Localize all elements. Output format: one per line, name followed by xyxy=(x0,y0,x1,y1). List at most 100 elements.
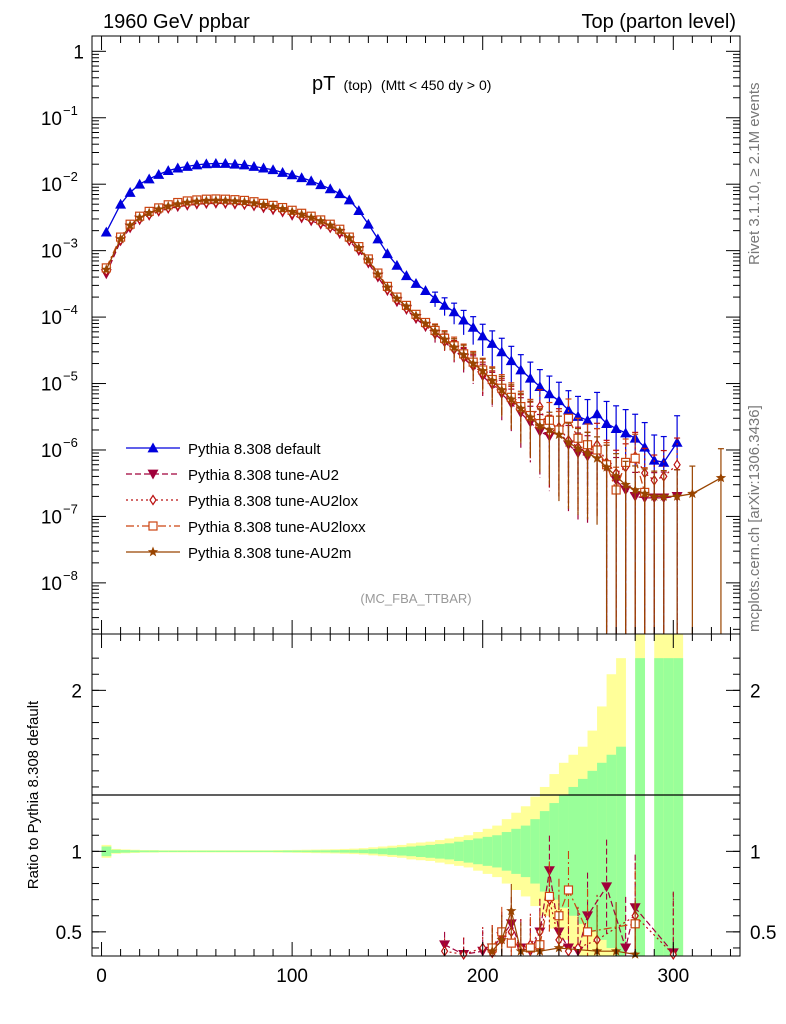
data-point xyxy=(486,338,498,348)
ratio-point xyxy=(563,885,574,895)
inner-band-bin xyxy=(435,844,445,859)
x-tick-label: 300 xyxy=(657,966,689,987)
inner-band-bin xyxy=(377,848,388,855)
y-tick-label: 10 xyxy=(41,109,62,130)
data-point xyxy=(487,375,498,386)
data-point xyxy=(671,490,683,501)
inner-band-bin xyxy=(416,845,426,857)
data-point xyxy=(324,183,336,194)
data-point xyxy=(572,443,584,453)
inner-band-bin xyxy=(482,836,493,866)
data-point xyxy=(172,162,184,173)
data-point xyxy=(562,404,574,415)
legend-marker xyxy=(149,494,157,506)
data-point xyxy=(639,488,650,499)
data-point xyxy=(210,157,222,168)
title-main: pT xyxy=(312,73,335,95)
data-point xyxy=(277,167,289,177)
data-point xyxy=(420,285,432,296)
inner-band-bin xyxy=(463,840,474,863)
data-point xyxy=(429,325,441,336)
data-point xyxy=(534,381,546,391)
data-point xyxy=(267,164,279,175)
y-tick-exponent: −2 xyxy=(63,169,78,184)
data-point xyxy=(286,169,298,180)
data-point xyxy=(219,157,231,168)
data-point xyxy=(458,349,469,360)
ratio-point xyxy=(553,942,565,953)
inner-band-bin xyxy=(215,850,226,852)
legend-label: Pythia 8.308 tune-AU2m xyxy=(188,545,351,562)
inner-band-bin xyxy=(654,658,665,956)
inner-band-bin xyxy=(311,850,322,853)
process-label: Top (parton level) xyxy=(581,11,736,33)
data-point xyxy=(363,254,374,265)
data-point xyxy=(506,393,517,404)
y-tick-label: 10 xyxy=(41,507,62,528)
data-point xyxy=(239,196,250,207)
data-point xyxy=(296,209,307,219)
data-point xyxy=(715,472,727,483)
data-point xyxy=(334,188,346,199)
data-point xyxy=(182,197,193,207)
data-point xyxy=(162,165,174,176)
main-axes-group: 110−110−210−310−410−510−610−710−8 xyxy=(41,36,740,634)
x-tick-label: 100 xyxy=(276,966,308,987)
inner-band-bin xyxy=(549,803,560,900)
ratio-y-tick-label-right: 1 xyxy=(750,842,761,863)
y-tick-label: 10 xyxy=(41,375,62,396)
inner-band-bin xyxy=(263,850,274,852)
data-point xyxy=(610,470,622,481)
data-point xyxy=(248,197,260,208)
data-point xyxy=(267,201,279,212)
main-plot-area xyxy=(92,36,740,634)
inner-band-bin xyxy=(292,850,302,853)
data-point xyxy=(620,479,631,490)
data-point xyxy=(563,436,574,447)
ratio-point xyxy=(506,905,517,916)
ratio-line xyxy=(444,897,674,956)
data-point xyxy=(372,233,384,244)
y-tick-exponent: −8 xyxy=(63,568,78,583)
inner-band-bin xyxy=(539,811,550,892)
ratio-point xyxy=(506,938,516,948)
ratio-point xyxy=(496,934,507,945)
data-point xyxy=(191,196,203,206)
data-point xyxy=(101,264,112,274)
data-point xyxy=(563,413,574,423)
data-point xyxy=(143,173,155,184)
inner-band-bin xyxy=(101,846,112,857)
x-tick-label: 200 xyxy=(467,966,499,987)
ratio-point xyxy=(601,882,613,893)
data-point xyxy=(601,418,613,428)
data-point xyxy=(630,453,640,463)
data-point xyxy=(172,198,183,209)
data-point xyxy=(439,334,450,344)
data-point xyxy=(553,429,565,440)
data-point xyxy=(648,454,660,465)
inner-band-bin xyxy=(568,786,579,916)
data-point xyxy=(315,215,326,226)
inner-band-bin xyxy=(558,795,569,908)
data-point xyxy=(258,199,269,210)
ratio-axes-group: 0.5 0.5 1 1 2 2 0 100 200 300 xyxy=(56,634,776,987)
data-point xyxy=(353,205,365,216)
inner-band-bin xyxy=(111,849,121,853)
data-point xyxy=(658,490,669,501)
inner-band-bin xyxy=(501,832,512,871)
data-point xyxy=(534,420,546,431)
data-point xyxy=(124,187,136,197)
inner-band-bin xyxy=(520,825,531,878)
y-tick-label: 10 xyxy=(41,175,62,196)
data-point xyxy=(401,300,412,311)
data-point xyxy=(115,198,127,209)
ratio-y-tick-label: 0.5 xyxy=(56,923,82,944)
data-point xyxy=(687,488,698,499)
data-point xyxy=(305,212,317,222)
data-point xyxy=(200,158,212,169)
data-point xyxy=(467,321,479,332)
inner-band-bin xyxy=(177,850,188,852)
legend-marker xyxy=(147,546,159,557)
y-tick-exponent: −4 xyxy=(63,302,78,317)
